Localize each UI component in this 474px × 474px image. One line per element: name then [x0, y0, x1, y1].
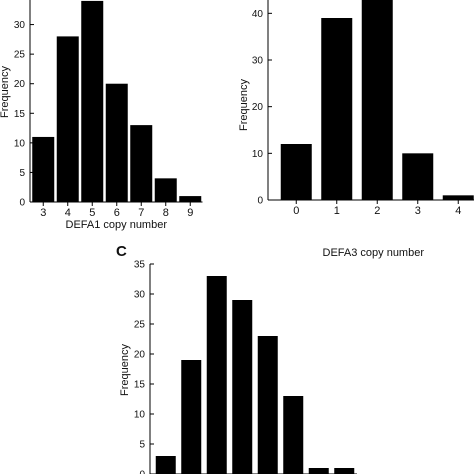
- bar: [105, 83, 128, 202]
- y-tick-label: 40: [252, 9, 264, 20]
- bar: [81, 0, 104, 202]
- bar: [402, 153, 434, 200]
- bar: [257, 336, 278, 474]
- bar: [155, 456, 176, 474]
- y-tick-label: 15: [134, 380, 146, 391]
- panel-letter: C: [116, 243, 127, 260]
- x-tick-label: 3: [40, 207, 46, 219]
- y-tick-label: 5: [19, 168, 25, 179]
- bar: [321, 18, 353, 200]
- y-tick-label: 30: [252, 56, 264, 67]
- bar: [308, 468, 329, 474]
- y-tick-label: 30: [14, 20, 26, 31]
- bar: [361, 0, 393, 200]
- y-tick-label: 5: [139, 440, 145, 451]
- x-tick-label: 2: [374, 205, 380, 217]
- x-tick-label: 1: [334, 205, 340, 217]
- y-tick-label: 15: [14, 109, 26, 120]
- y-tick-label: 35: [134, 260, 146, 271]
- y-axis-label: Frequency: [238, 79, 250, 131]
- bar: [334, 468, 355, 474]
- x-tick-label: 7: [138, 207, 144, 219]
- y-axis-label: Frequency: [0, 66, 11, 118]
- chart-panel-3: 0 5 10 15 20 25 30 35 Frequency C: [116, 243, 357, 474]
- x-axis-label: DEFA3 copy number: [323, 247, 425, 259]
- y-tick-label: 0: [139, 470, 145, 474]
- y-tick-label: 25: [134, 320, 146, 331]
- bar: [56, 36, 79, 203]
- x-tick-label: 5: [89, 207, 95, 219]
- y-tick-label: 10: [134, 410, 146, 421]
- bar: [179, 196, 202, 202]
- y-tick-label: 10: [14, 138, 26, 149]
- chart-panel-2: 0 10 20 30 40 0 1 2 3 4 Frequency DEFA3 copy number: [238, 0, 474, 259]
- y-tick-label: 25: [14, 50, 26, 61]
- x-tick-label: 6: [114, 207, 120, 219]
- y-tick-label: 0: [19, 198, 25, 209]
- x-tick-label: 3: [415, 205, 421, 217]
- y-tick-label: 20: [134, 350, 146, 361]
- y-tick-label: 30: [134, 290, 146, 301]
- bar: [232, 300, 253, 474]
- bar: [442, 195, 474, 200]
- x-tick-label: 9: [187, 207, 193, 219]
- x-tick-label: 4: [65, 207, 71, 219]
- y-tick-label: 20: [252, 102, 264, 113]
- bar: [206, 276, 227, 474]
- bar: [32, 136, 55, 202]
- x-tick-label: 8: [163, 207, 169, 219]
- y-tick-label: 10: [252, 149, 264, 160]
- x-axis-label: DEFA1 copy number: [66, 219, 168, 231]
- bar: [130, 125, 153, 202]
- bar: [154, 178, 177, 202]
- x-tick-label: 4: [455, 205, 461, 217]
- chart-panel-1: 0 5 10 15 20 25 30 3 4 5 6 7 8 9 Frequency DEFA1 copy n…: [0, 0, 203, 231]
- bar: [283, 396, 304, 474]
- y-axis-label: Frequency: [119, 344, 131, 396]
- y-tick-label: 0: [257, 196, 263, 207]
- bar: [280, 144, 312, 200]
- bar: [181, 360, 202, 474]
- x-tick-label: 0: [293, 205, 299, 217]
- y-tick-label: 20: [14, 79, 26, 90]
